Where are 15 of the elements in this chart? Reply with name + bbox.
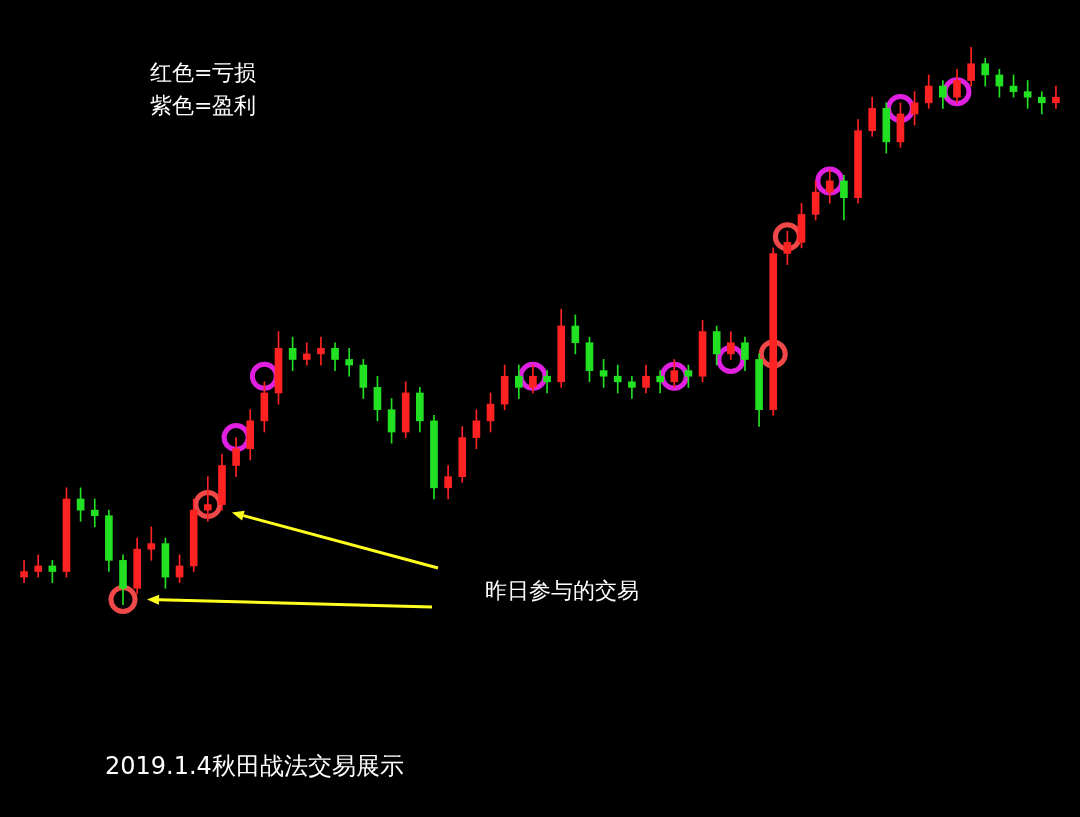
point — [942, 77, 972, 107]
candlestick — [613, 364, 622, 394]
candlestick — [317, 336, 325, 366]
text: 2019.1.4秋田战法交易展示 — [105, 751, 404, 782]
candlestick — [345, 347, 354, 377]
point — [815, 166, 845, 196]
point — [518, 361, 548, 391]
candlestick — [147, 526, 156, 561]
point — [659, 361, 689, 391]
candlestick — [90, 498, 99, 528]
annotation: 红色=亏损 — [150, 59, 257, 87]
candlestick — [203, 476, 212, 522]
point — [716, 344, 746, 374]
annotation: 紫色=盈利 — [150, 92, 257, 120]
annotation: 昨日参与的交易 — [485, 577, 639, 605]
